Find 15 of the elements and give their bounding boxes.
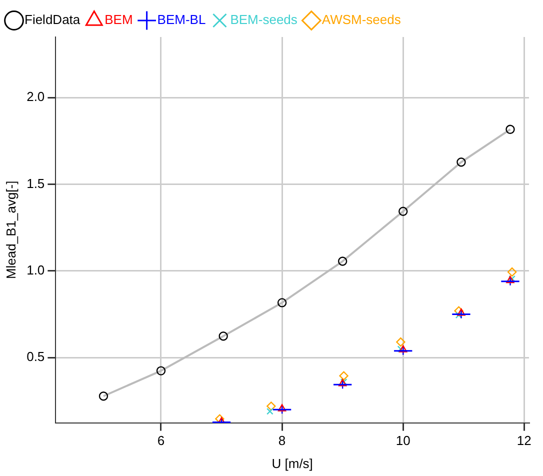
x-tick-label: 6 (157, 433, 165, 448)
y-tick-label: 1.0 (26, 262, 45, 278)
x-axis-title: U [m/s] (272, 456, 313, 471)
legend-label: AWSM-seeds (322, 12, 402, 28)
legend-label: BEM-BL (157, 12, 206, 28)
legend-label: BEM-seeds (230, 12, 298, 28)
x-tick-label: 10 (396, 433, 410, 448)
x-tick-label: 12 (516, 433, 532, 448)
y-tick-label: 1.5 (26, 176, 45, 191)
legend-label: FieldData (24, 12, 81, 28)
y-tick-label: 0.5 (26, 349, 45, 364)
y-tick-label: 2.0 (26, 89, 45, 104)
legend-label: BEM (104, 12, 133, 28)
x-tick-label: 8 (278, 433, 286, 448)
y-axis-title: Mlead_B1_avg[-] (3, 180, 18, 280)
